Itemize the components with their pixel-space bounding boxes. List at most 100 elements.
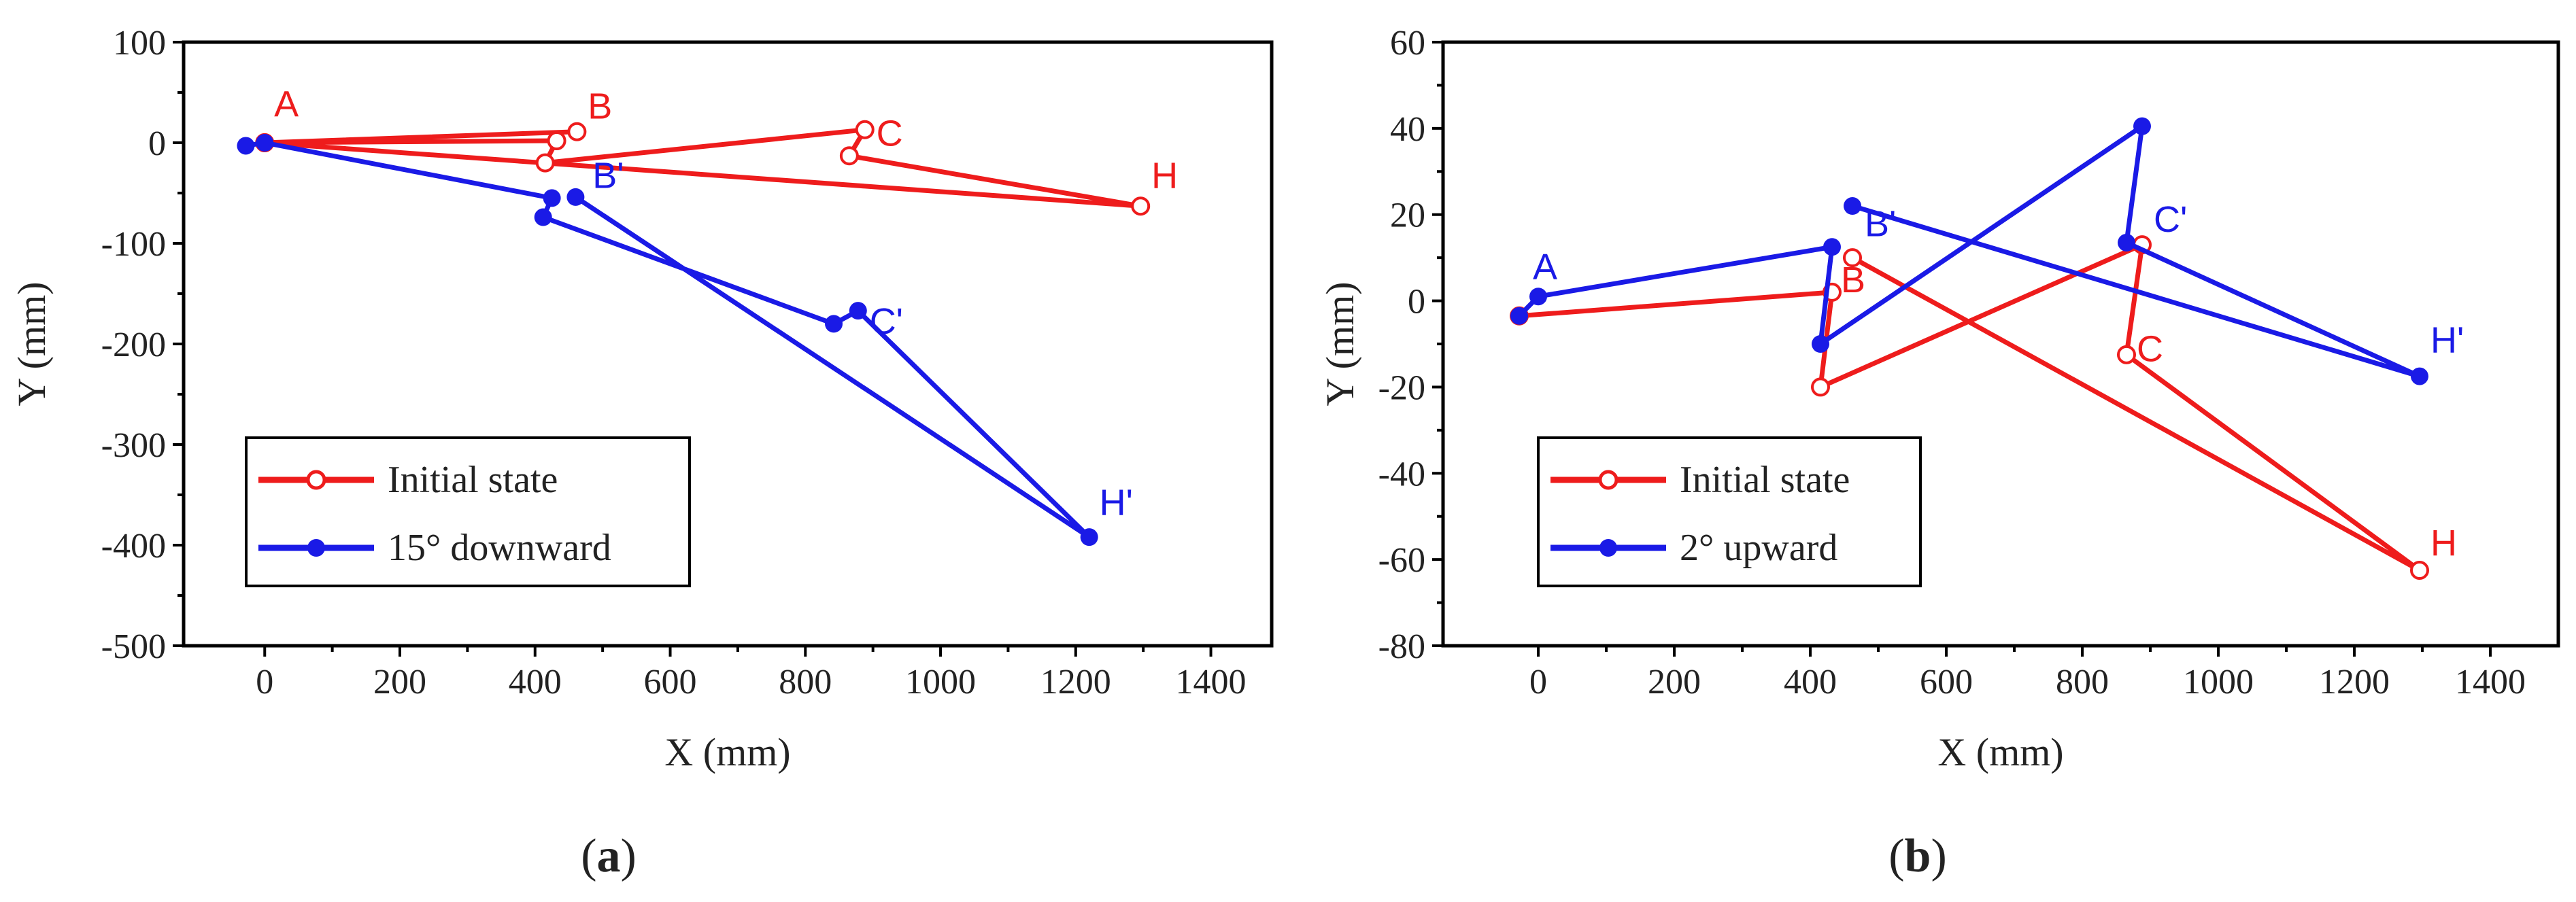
point-labels-b: B C H A B' C' H' [1533,199,2464,563]
point-label: H [1151,156,1178,196]
data-point [2411,367,2428,385]
data-point [2118,233,2135,251]
legend-box-a [245,436,691,587]
x-axis-b: 0 200 400 600 800 1000 1200 1400 [1529,646,2526,701]
data-point [2410,561,2429,580]
panel-label-a: (a) [581,830,637,882]
legend-a: Initial state 15° downward [245,436,691,587]
data-point [534,208,552,226]
x-tick-label: 1200 [1040,663,1111,701]
legend-marker-initial-b [1598,470,1619,490]
legend-marker-initial-a [306,470,326,490]
y-tick-label: 100 [113,24,166,63]
x-axis-title-a: X (mm) [664,730,790,774]
series-line-moved [245,140,1092,540]
data-point [535,153,555,173]
legend-box-b [1537,436,1922,587]
y-tick-label: -100 [101,225,166,264]
data-point [256,134,274,152]
legend-label-initial-a: Initial state [388,459,558,501]
y-tick-label: -500 [101,627,166,666]
x-tick-label: 400 [509,663,562,701]
x-tick-label: 200 [1648,663,1701,701]
data-point [1510,307,1528,325]
data-point [849,302,867,320]
x-tick-label: 0 [256,663,273,701]
data-point [1080,528,1098,547]
point-label: B [1841,260,1865,300]
point-label: A [274,84,299,125]
x-axis-title-b: X (mm) [1937,730,2063,774]
point-label: H [2430,523,2457,563]
point-label: B' [592,156,624,196]
point-label: C' [870,301,903,342]
x-tick-label: 200 [373,663,426,701]
data-point [1529,288,1547,306]
x-tick-label: 1200 [2319,663,2390,701]
y-tick-label: 20 [1390,196,1425,235]
point-label: C [877,113,903,154]
y-tick-label: 60 [1390,24,1425,63]
point-label: C [2137,328,2163,369]
data-point [566,188,585,206]
x-tick-label: 1400 [2455,663,2526,701]
legend-label-initial-b: Initial state [1680,459,1850,501]
point-label: H' [1100,483,1133,523]
series-group-b [1510,117,2429,580]
series-line-moved [1517,124,2422,379]
y-tick-label: -200 [101,326,166,364]
point-label: C' [2154,199,2187,240]
x-tick-label: 1000 [2183,663,2254,701]
x-tick-label: 600 [1920,663,1973,701]
x-tick-label: 0 [1529,663,1547,701]
data-point [543,189,561,207]
data-point [567,122,587,141]
y-tick-label: -300 [101,426,166,465]
data-point [839,146,859,166]
point-label: A [1533,247,1557,288]
legend-label-moved-a: 15° downward [388,527,611,569]
chart-panel-a: 0 200 400 600 800 1000 1200 1400 1000-100-200-3… [10,24,1274,882]
point-label: B [588,86,612,126]
data-point [1812,335,1829,353]
y-tick-label: -20 [1378,368,1425,407]
y-axis-a: 100 0 -100 -200 -300 -400 -500 [101,24,184,666]
data-point [547,131,566,151]
data-point [1844,197,1861,215]
x-axis-a: 0 200 400 600 800 1000 1200 1400 [256,646,1247,701]
series-group-a [237,120,1151,547]
y-tick-label: 40 [1390,110,1425,149]
legend-label-moved-b: 2° upward [1680,527,1837,569]
data-point [1823,238,1841,256]
data-point [2133,117,2151,135]
point-labels-a: A B C H B' C' H' [274,84,1178,523]
panel-label-b: (b) [1888,830,1947,882]
legend-marker-moved-b [1599,539,1617,557]
y-tick-label: -40 [1378,455,1425,493]
point-label: B' [1865,203,1896,244]
data-point [1843,248,1862,268]
y-tick-label: -80 [1378,627,1425,666]
y-tick-label: 0 [148,124,166,163]
x-tick-label: 1400 [1176,663,1247,701]
x-tick-label: 400 [1784,663,1837,701]
y-tick-label: 0 [1408,283,1425,322]
data-point [855,120,875,139]
x-tick-label: 800 [779,663,832,701]
legend-marker-moved-a [307,539,325,557]
data-point [1131,196,1151,216]
y-axis-title-a: Y (mm) [10,281,54,406]
data-point [2117,345,2136,364]
data-point [825,315,843,333]
y-axis-b: 60 40 20 0 -20 -40 -60 -80 [1378,24,1443,666]
y-tick-label: -60 [1378,541,1425,580]
y-tick-label: -400 [101,527,166,566]
data-point [1811,377,1830,397]
legend-b: Initial state 2° upward [1537,436,1922,587]
data-point [237,137,255,155]
x-tick-label: 1000 [905,663,976,701]
chart-panel-b: 0 200 400 600 800 1000 1200 1400 6040200-20-40-… [1318,24,2560,882]
x-tick-label: 800 [2056,663,2109,701]
y-axis-title-b: Y (mm) [1318,281,1362,406]
